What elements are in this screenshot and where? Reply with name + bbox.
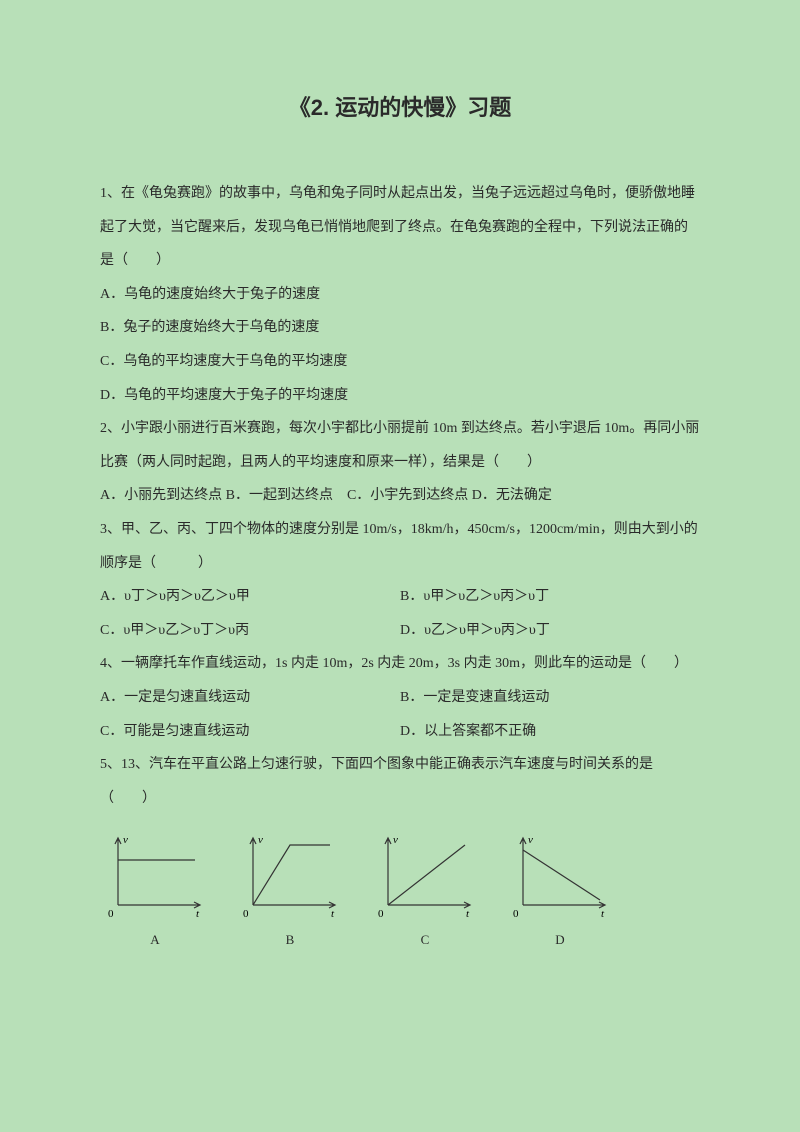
svg-text:0: 0 bbox=[108, 908, 114, 920]
q1-stem: 1、在《龟兔赛跑》的故事中，乌龟和兔子同时从起点出发，当兔子远远超过乌龟时，便骄… bbox=[100, 177, 700, 278]
q4-opt-c: C．可能是匀速直线运动 bbox=[100, 715, 400, 749]
q5-charts: v t 0 Av t 0 Bv t 0 Cv t 0 D bbox=[100, 830, 700, 955]
svg-text:0: 0 bbox=[378, 908, 384, 920]
chart-svg-b: v t 0 bbox=[235, 830, 345, 920]
svg-text:v: v bbox=[393, 834, 398, 846]
q4-opt-b: B．一定是变速直线运动 bbox=[400, 681, 700, 715]
svg-text:v: v bbox=[123, 834, 128, 846]
q1-opt-a: A．乌龟的速度始终大于兔子的速度 bbox=[100, 278, 700, 312]
chart-b: v t 0 B bbox=[235, 830, 345, 955]
q1-opt-b: B．兔子的速度始终大于乌龟的速度 bbox=[100, 311, 700, 345]
svg-text:0: 0 bbox=[243, 908, 249, 920]
chart-svg-c: v t 0 bbox=[370, 830, 480, 920]
chart-label-d: D bbox=[555, 924, 564, 955]
q4-opt-a: A．一定是匀速直线运动 bbox=[100, 681, 400, 715]
chart-svg-d: v t 0 bbox=[505, 830, 615, 920]
q3-stem: 3、甲、乙、丙、丁四个物体的速度分别是 10m/s，18km/h，450cm/s… bbox=[100, 513, 700, 580]
chart-label-c: C bbox=[421, 924, 430, 955]
q3-opt-a: A．υ丁＞υ丙＞υ乙＞υ甲 bbox=[100, 580, 400, 614]
q1-opt-c: C．乌龟的平均速度大于乌龟的平均速度 bbox=[100, 345, 700, 379]
q2-opts: A．小丽先到达终点 B．一起到达终点 C．小宇先到达终点 D．无法确定 bbox=[100, 479, 700, 513]
chart-label-b: B bbox=[286, 924, 295, 955]
q5-stem: 5、13、汽车在平直公路上匀速行驶，下面四个图象中能正确表示汽车速度与时间关系的… bbox=[100, 748, 700, 815]
svg-text:v: v bbox=[258, 834, 263, 846]
svg-text:0: 0 bbox=[513, 908, 519, 920]
svg-text:t: t bbox=[196, 908, 200, 920]
q4-stem: 4、一辆摩托车作直线运动，1s 内走 10m，2s 内走 20m，3s 内走 3… bbox=[100, 647, 700, 681]
q2-stem: 2、小宇跟小丽进行百米赛跑，每次小宇都比小丽提前 10m 到达终点。若小宇退后 … bbox=[100, 412, 700, 479]
chart-svg-a: v t 0 bbox=[100, 830, 210, 920]
chart-d: v t 0 D bbox=[505, 830, 615, 955]
svg-text:t: t bbox=[466, 908, 470, 920]
chart-label-a: A bbox=[150, 924, 159, 955]
q3-opt-c: C．υ甲＞υ乙＞υ丁＞υ丙 bbox=[100, 614, 400, 648]
q3-opt-d: D．υ乙＞υ甲＞υ丙＞υ丁 bbox=[400, 614, 700, 648]
page-title: 《2. 运动的快慢》习题 bbox=[100, 90, 700, 122]
svg-text:t: t bbox=[601, 908, 605, 920]
q1-opt-d: D．乌龟的平均速度大于兔子的平均速度 bbox=[100, 379, 700, 413]
content: 1、在《龟兔赛跑》的故事中，乌龟和兔子同时从起点出发，当兔子远远超过乌龟时，便骄… bbox=[100, 177, 700, 955]
q3-opt-b: B．υ甲＞υ乙＞υ丙＞υ丁 bbox=[400, 580, 700, 614]
q4-opt-d: D．以上答案都不正确 bbox=[400, 715, 700, 749]
chart-a: v t 0 A bbox=[100, 830, 210, 955]
svg-text:v: v bbox=[528, 834, 533, 846]
svg-text:t: t bbox=[331, 908, 335, 920]
chart-c: v t 0 C bbox=[370, 830, 480, 955]
